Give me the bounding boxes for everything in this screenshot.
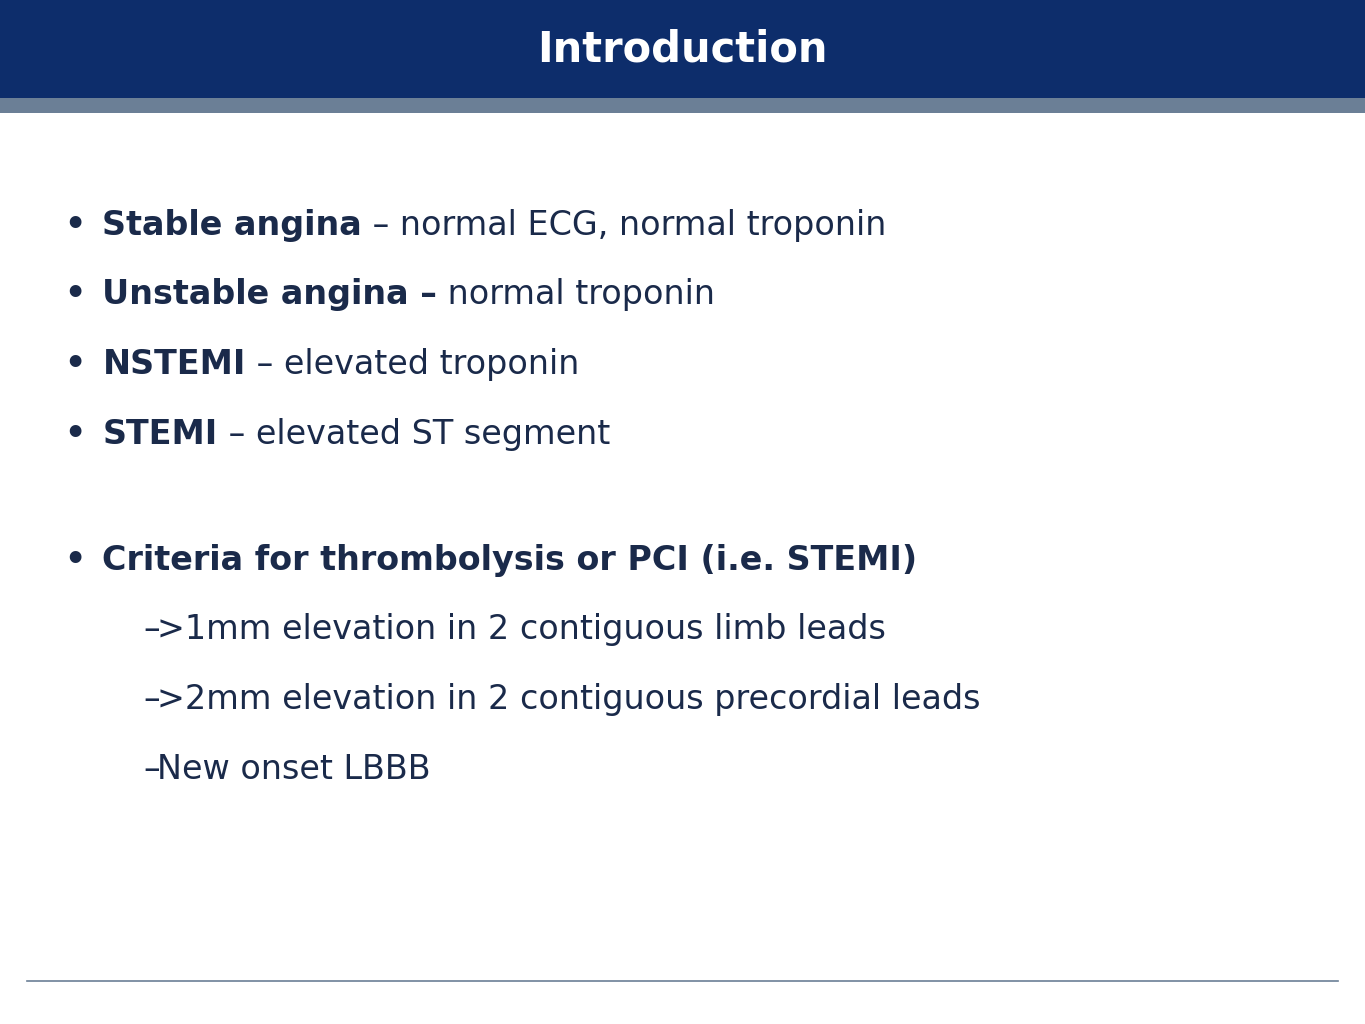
Text: New onset LBBB: New onset LBBB: [157, 753, 430, 785]
Text: – normal ECG, normal troponin: – normal ECG, normal troponin: [362, 209, 886, 242]
Text: normal troponin: normal troponin: [437, 279, 715, 311]
Text: •: •: [64, 544, 86, 577]
Text: •: •: [64, 279, 86, 311]
Text: –: –: [143, 683, 160, 716]
Text: •: •: [64, 348, 86, 381]
Text: Stable angina: Stable angina: [102, 209, 362, 242]
Text: >2mm elevation in 2 contiguous precordial leads: >2mm elevation in 2 contiguous precordia…: [157, 683, 980, 716]
Text: –: –: [143, 613, 160, 646]
Text: •: •: [64, 418, 86, 451]
Text: – elevated troponin: – elevated troponin: [246, 348, 579, 381]
Text: >1mm elevation in 2 contiguous limb leads: >1mm elevation in 2 contiguous limb lead…: [157, 613, 886, 646]
Text: Criteria for thrombolysis or PCI (i.e. STEMI): Criteria for thrombolysis or PCI (i.e. S…: [102, 544, 917, 577]
Text: STEMI: STEMI: [102, 418, 217, 451]
Text: •: •: [64, 209, 86, 242]
Text: – elevated ST segment: – elevated ST segment: [217, 418, 610, 451]
Text: Introduction: Introduction: [538, 28, 827, 71]
Text: Unstable angina –: Unstable angina –: [102, 279, 437, 311]
Text: NSTEMI: NSTEMI: [102, 348, 246, 381]
Text: –: –: [143, 753, 160, 785]
